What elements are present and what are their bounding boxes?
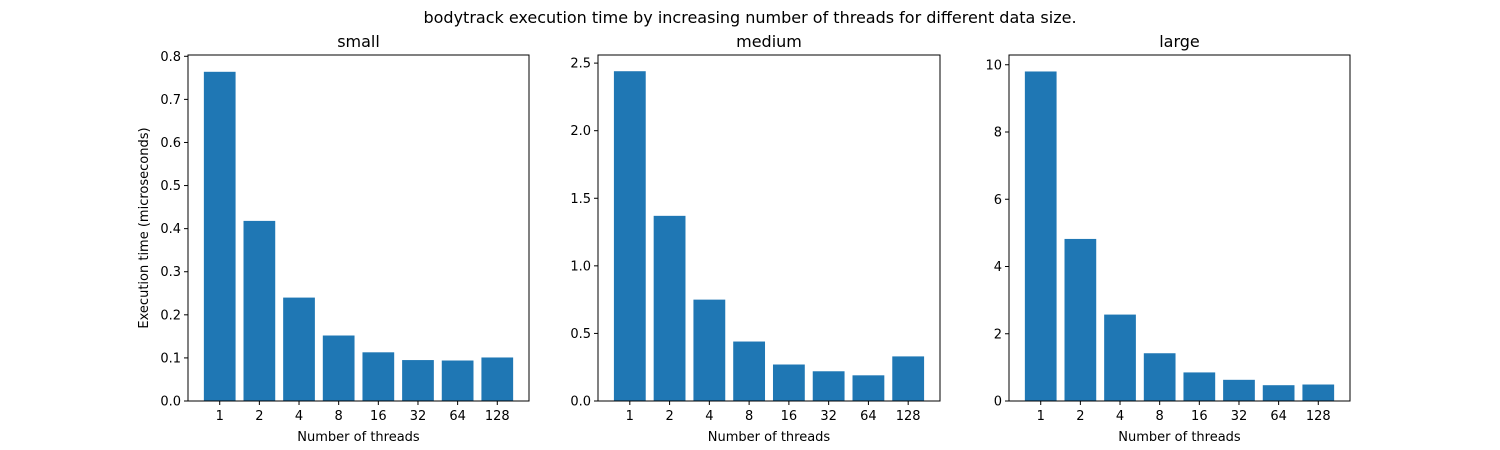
- bar-large-32: [1223, 379, 1255, 401]
- bar-medium-1: [613, 71, 646, 401]
- x-tick-label: 1: [216, 409, 224, 424]
- y-tick-label: 2: [994, 327, 1002, 342]
- bar-medium-8: [733, 341, 766, 401]
- y-tick-label: 0.3: [160, 265, 181, 280]
- x-tick-label: 32: [820, 409, 837, 424]
- subplot-large: 1 2 4 8 16 32 64 128 0 2 4 6 8 10 large Number of threa…: [985, 32, 1351, 445]
- x-tick-label: 16: [1191, 409, 1208, 424]
- bar-large-16: [1183, 372, 1216, 401]
- y-tick-label: 4: [994, 260, 1002, 275]
- bar-large-4: [1104, 314, 1136, 401]
- bar-medium-128: [892, 356, 925, 401]
- bar-large-1: [1024, 71, 1057, 401]
- x-tick-label: 4: [295, 409, 303, 424]
- y-tick-label: 0.7: [160, 93, 181, 108]
- y-tick-label: 10: [985, 58, 1002, 73]
- x-tick-label: 128: [1306, 409, 1331, 424]
- bar-small-128: [481, 357, 514, 401]
- bar-small-1: [203, 71, 236, 402]
- x-tick-label: 4: [705, 409, 713, 424]
- bar-medium-2: [653, 215, 686, 401]
- y-tick-label: 0.8: [160, 50, 181, 65]
- bar-medium-16: [772, 364, 805, 401]
- y-tick-label: 0.0: [570, 395, 591, 410]
- bar-large-2: [1064, 238, 1097, 401]
- bar-large-8: [1143, 353, 1176, 401]
- x-tick-label: 8: [745, 409, 753, 424]
- y-tick-label: 0.2: [160, 308, 181, 323]
- x-tick-label: 16: [781, 409, 798, 424]
- bar-small-4: [283, 297, 315, 401]
- x-tick-label: 64: [1270, 409, 1287, 424]
- plot-frame: [597, 54, 941, 402]
- x-tick-label: 128: [896, 409, 921, 424]
- bar-medium-64: [852, 375, 885, 401]
- plot-frame: [187, 54, 530, 402]
- figure-title: bodytrack execution time by increasing n…: [423, 8, 1076, 27]
- y-tick-label: 6: [994, 193, 1002, 208]
- x-tick-label: 64: [449, 409, 466, 424]
- x-tick-label: 1: [1037, 409, 1045, 424]
- x-tick-label: 2: [255, 409, 263, 424]
- x-tick-label: 2: [665, 409, 673, 424]
- bar-small-16: [362, 352, 395, 401]
- plot-frame: [1008, 54, 1351, 402]
- y-tick-label: 2.5: [570, 57, 591, 72]
- y-tick-label: 1.5: [570, 192, 591, 207]
- y-tick-label: 2.0: [570, 124, 591, 139]
- bar-small-8: [322, 335, 355, 401]
- subplot-title: large: [1159, 32, 1200, 51]
- bar-large-64: [1262, 385, 1295, 401]
- x-tick-label: 2: [1076, 409, 1084, 424]
- y-axis-label: Execution time (microseconds): [137, 127, 152, 328]
- x-tick-label: 32: [1231, 409, 1248, 424]
- bar-medium-32: [812, 371, 845, 401]
- y-tick-label: 0.6: [160, 136, 181, 151]
- y-tick-label: 0.5: [160, 179, 181, 194]
- bar-large-128: [1302, 384, 1335, 401]
- x-tick-label: 64: [860, 409, 877, 424]
- x-tick-label: 4: [1116, 409, 1124, 424]
- x-tick-label: 8: [335, 409, 343, 424]
- subplot-title: medium: [736, 32, 802, 51]
- bar-small-32: [402, 360, 434, 401]
- x-tick-label: 8: [1156, 409, 1164, 424]
- x-tick-label: 32: [410, 409, 427, 424]
- x-axis-label: Number of threads: [708, 430, 831, 445]
- bar-small-2: [243, 220, 276, 401]
- x-tick-label: 16: [370, 409, 387, 424]
- y-tick-label: 8: [994, 126, 1002, 141]
- y-tick-label: 0.5: [570, 327, 591, 342]
- y-tick-label: 1.0: [570, 259, 591, 274]
- x-tick-label: 1: [626, 409, 634, 424]
- y-tick-label: 0.4: [160, 222, 181, 237]
- y-tick-label: 0.1: [160, 351, 181, 366]
- bar-medium-4: [693, 299, 726, 401]
- x-tick-label: 128: [485, 409, 510, 424]
- bar-small-64: [441, 360, 474, 401]
- subplot-title: small: [337, 32, 380, 51]
- y-tick-label: 0: [994, 395, 1002, 410]
- subplot-medium: 1 2 4 8 16 32 64 128 0.0 0.5 1.0 1.5 2.0 2.5 medium Num…: [570, 32, 941, 445]
- subplot-small: 1 2 4 8 16 32 64 128 0.0 0.1 0.2 0.3 0.4 0.5 0.6 0.7 0.8…: [137, 32, 530, 445]
- x-axis-label: Number of threads: [297, 430, 420, 445]
- x-axis-label: Number of threads: [1118, 430, 1241, 445]
- y-tick-label: 0.0: [160, 395, 181, 410]
